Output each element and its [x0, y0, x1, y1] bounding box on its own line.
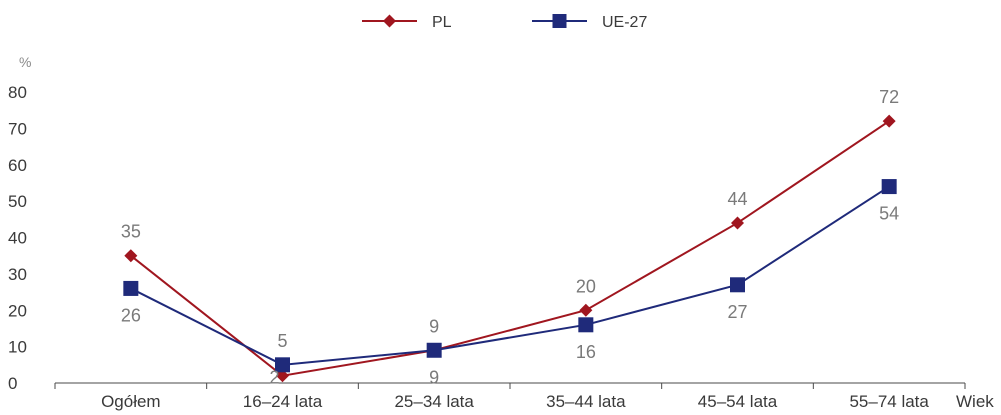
- x-tick-label: 45–54 lata: [698, 392, 778, 411]
- y-tick-label: 70: [8, 119, 27, 138]
- y-axis-unit: %: [19, 54, 31, 70]
- y-tick-label: 50: [8, 192, 27, 211]
- legend-item: UE-27: [532, 14, 647, 31]
- x-tick-label: 16–24 lata: [243, 392, 323, 411]
- data-label: 2: [269, 368, 279, 388]
- legend-label: PL: [432, 14, 452, 31]
- legend-label: UE-27: [602, 14, 647, 31]
- series-layer: [123, 114, 897, 383]
- x-axis-label: Wiek: [956, 392, 994, 411]
- data-label: 54: [879, 204, 899, 224]
- data-labels: 35 2 9 20 44 72 26 5 9 16 27 54: [121, 87, 899, 388]
- data-label: 26: [121, 305, 141, 325]
- data-label: 9: [429, 367, 439, 387]
- data-point: [881, 179, 897, 195]
- x-tick-label: 55–74 lata: [849, 392, 929, 411]
- data-point: [276, 369, 289, 383]
- y-tick-label: 60: [8, 156, 27, 175]
- data-point: [123, 280, 139, 296]
- legend-marker: [383, 14, 396, 28]
- y-tick-label: 20: [8, 301, 27, 320]
- legend-marker: [552, 14, 567, 28]
- data-point: [124, 249, 138, 263]
- data-label: 20: [576, 276, 596, 296]
- data-label: 35: [121, 222, 141, 242]
- x-tick-label: 25–34 lata: [394, 392, 474, 411]
- data-label: 16: [576, 342, 596, 362]
- x-tick-label: Ogółem: [101, 392, 161, 411]
- legend: PL UE-27: [362, 14, 647, 31]
- x-tick-label: 35–44 lata: [546, 392, 626, 411]
- data-label: 9: [429, 316, 439, 336]
- data-point: [578, 317, 594, 333]
- y-tick-label: 0: [8, 374, 17, 393]
- series-line: [130, 120, 890, 377]
- y-tick-label: 30: [8, 265, 27, 284]
- axes: 0 10 20 30 40 50 60 70 80 Ogółem 16–24 lata 25–34 l…: [8, 83, 966, 411]
- y-tick-label: 10: [8, 338, 27, 357]
- data-point: [882, 114, 896, 128]
- series-pl: [124, 114, 896, 383]
- y-tick-label: 40: [8, 229, 27, 248]
- data-point: [275, 357, 290, 373]
- data-label: 5: [277, 331, 287, 351]
- data-label: 44: [727, 189, 747, 209]
- data-point: [579, 303, 593, 317]
- series-line: [130, 185, 890, 366]
- data-point: [426, 342, 442, 358]
- series-ue-27: [123, 179, 897, 373]
- data-label: 27: [727, 302, 747, 322]
- data-point: [731, 216, 744, 230]
- legend-item: PL: [362, 14, 452, 31]
- data-point: [730, 277, 745, 293]
- data-label: 72: [879, 87, 899, 107]
- y-tick-label: 80: [8, 83, 27, 102]
